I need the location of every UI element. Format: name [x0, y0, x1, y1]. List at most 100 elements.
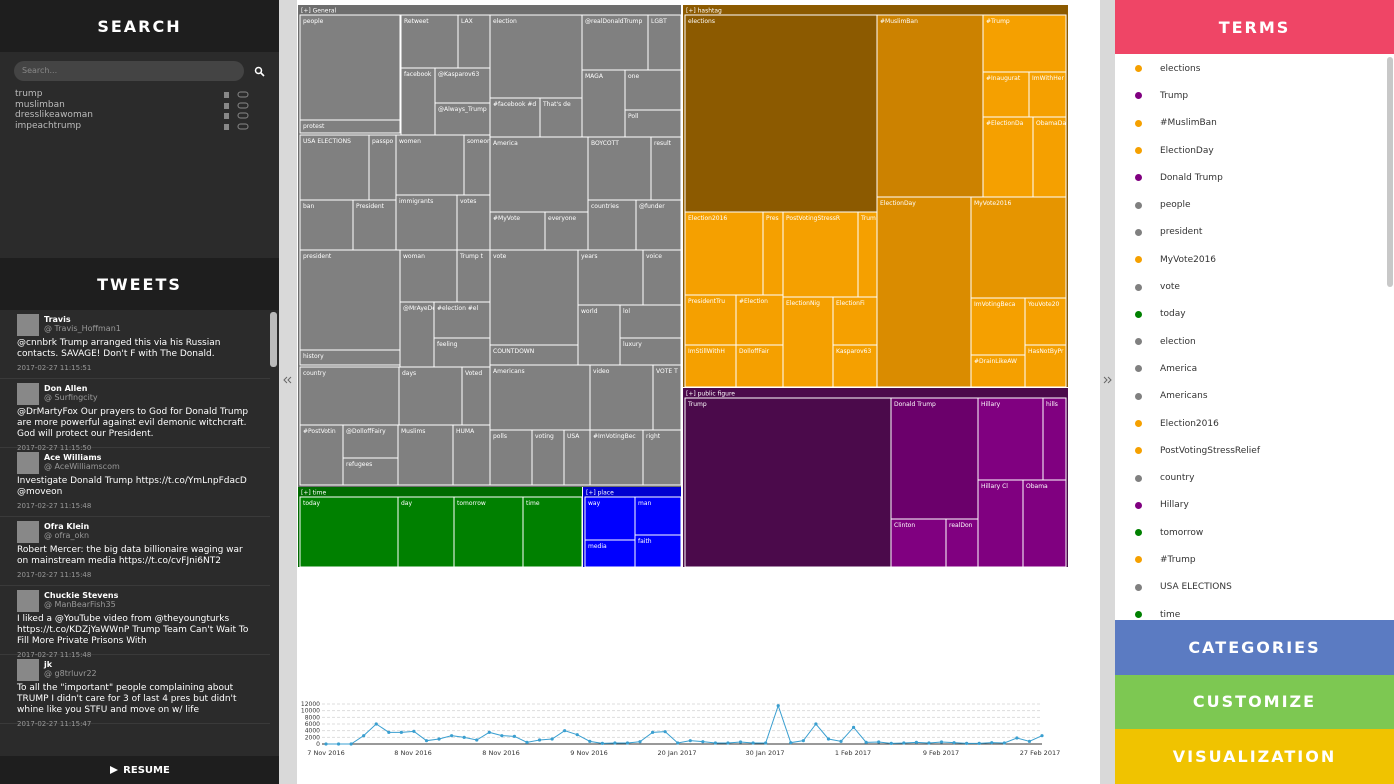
treemap-cell[interactable]: [397, 424, 454, 486]
treemap-cell[interactable]: [342, 424, 399, 459]
treemap-cell[interactable]: [982, 14, 1067, 73]
treemap-cell[interactable]: [489, 14, 583, 99]
treemap-cell[interactable]: [684, 14, 878, 213]
treemap-cell[interactable]: [522, 496, 583, 568]
icons[interactable]: [224, 91, 254, 98]
treemap-cell[interactable]: [397, 496, 455, 568]
cell-label: #ImVotingBec: [593, 433, 636, 440]
treemap-cell[interactable]: [1028, 71, 1067, 118]
treemap-cell[interactable]: [581, 14, 649, 71]
resume-button[interactable]: RESUME: [0, 756, 279, 784]
icons[interactable]: [224, 112, 254, 119]
treemap-cell[interactable]: [970, 354, 1026, 388]
treemap-cell[interactable]: [299, 366, 400, 426]
treemap-cell[interactable]: [395, 134, 465, 196]
treemap-cell[interactable]: [342, 457, 399, 486]
treemap-cell[interactable]: [832, 296, 878, 346]
search-input[interactable]: Search...: [14, 61, 244, 81]
treemap-cell[interactable]: [642, 249, 682, 306]
treemap-cell[interactable]: [434, 67, 491, 104]
treemap-cell[interactable]: [977, 479, 1024, 568]
treemap-cell[interactable]: [832, 344, 878, 388]
treemap-cell[interactable]: [577, 304, 621, 366]
treemap-cell[interactable]: [489, 211, 546, 251]
treemap-cell[interactable]: [970, 196, 1067, 299]
treemap-cell[interactable]: [782, 211, 859, 298]
treemap-cell[interactable]: [684, 344, 737, 388]
treemap-cell[interactable]: [368, 134, 397, 201]
treemap-cell[interactable]: [735, 344, 784, 388]
treemap-cell[interactable]: [890, 397, 979, 520]
treemap-cell[interactable]: [453, 496, 524, 568]
treemap-cell[interactable]: [584, 539, 636, 568]
menu-button[interactable]: CATEGORIES: [1115, 620, 1394, 675]
icons[interactable]: [224, 102, 254, 109]
treemap-cell[interactable]: [642, 429, 682, 486]
treemap-cell[interactable]: [652, 364, 682, 431]
treemap-cell[interactable]: [650, 136, 682, 201]
treemap-cell[interactable]: [452, 424, 491, 486]
treemap-cell[interactable]: [399, 301, 435, 368]
treemap-cell[interactable]: [634, 496, 682, 536]
treemap-cell[interactable]: [489, 429, 533, 486]
treemap-cell[interactable]: [619, 304, 682, 339]
treemap-cell[interactable]: [876, 196, 972, 388]
treemap-cell[interactable]: [977, 397, 1044, 481]
treemap-cell[interactable]: [684, 211, 764, 296]
treemap-cell[interactable]: [489, 249, 579, 346]
treemap-cell[interactable]: [489, 136, 589, 213]
treemap-cell[interactable]: [890, 518, 947, 568]
treemap-cell[interactable]: [457, 14, 491, 69]
tweet-name: Don Allen: [44, 384, 88, 393]
treemap-cell[interactable]: [563, 429, 591, 486]
menu-button[interactable]: VISUALIZATION: [1115, 729, 1394, 784]
treemap-cell[interactable]: [299, 119, 401, 134]
treemap-cell[interactable]: [433, 301, 491, 339]
treemap-cell[interactable]: [1042, 397, 1067, 481]
icons[interactable]: [224, 123, 254, 130]
cell-label: @MrAyeDe: [403, 305, 436, 312]
menu-button[interactable]: CUSTOMIZE: [1115, 674, 1394, 729]
treemap-cell[interactable]: [876, 14, 984, 198]
treemap-cell[interactable]: [647, 14, 682, 71]
treemap-cell[interactable]: [456, 194, 491, 251]
treemap-cell[interactable]: [299, 134, 370, 201]
search-icon[interactable]: [254, 66, 265, 77]
treemap-cell[interactable]: [684, 397, 892, 568]
treemap-cell[interactable]: [463, 134, 491, 196]
treemap-cell[interactable]: [299, 424, 344, 486]
treemap-cell[interactable]: [762, 211, 784, 296]
treemap-cell[interactable]: [395, 194, 458, 251]
treemap-cell[interactable]: [624, 69, 682, 111]
treemap-cell[interactable]: [1022, 479, 1067, 568]
treemap-cell[interactable]: [299, 249, 401, 351]
treemap-cell[interactable]: [400, 67, 436, 136]
treemap-cell[interactable]: [489, 364, 591, 431]
right-gutter[interactable]: [1100, 0, 1115, 784]
treemap-cell[interactable]: [581, 69, 626, 138]
treemap-cell[interactable]: [782, 296, 834, 388]
treemap-cell[interactable]: [624, 109, 682, 138]
treemap-cell[interactable]: [857, 211, 878, 298]
treemap-cell[interactable]: [982, 116, 1034, 198]
treemap-cell[interactable]: [587, 136, 652, 201]
treemap-cell[interactable]: [587, 199, 637, 251]
treemap-cell[interactable]: [589, 429, 644, 486]
treemap-cell[interactable]: [299, 496, 399, 568]
cell-label: America: [493, 140, 518, 147]
treemap-cell[interactable]: [299, 199, 354, 251]
treemap-cell[interactable]: [352, 199, 397, 251]
treemap-cell[interactable]: [577, 249, 644, 306]
left-gutter[interactable]: [279, 0, 297, 784]
treemap-cell[interactable]: [1032, 116, 1067, 198]
treemap-cell[interactable]: [684, 294, 737, 346]
treemap-cell[interactable]: [544, 211, 589, 251]
treemap-cell[interactable]: [634, 534, 682, 568]
treemap-cell[interactable]: [456, 249, 491, 303]
treemap-cell[interactable]: [1024, 344, 1067, 388]
treemap-cell[interactable]: [635, 199, 682, 251]
treemap-cell[interactable]: [970, 297, 1026, 356]
treemap-cell[interactable]: [539, 97, 583, 138]
treemap-cell[interactable]: [299, 14, 401, 121]
treemap-cell[interactable]: [399, 249, 458, 303]
